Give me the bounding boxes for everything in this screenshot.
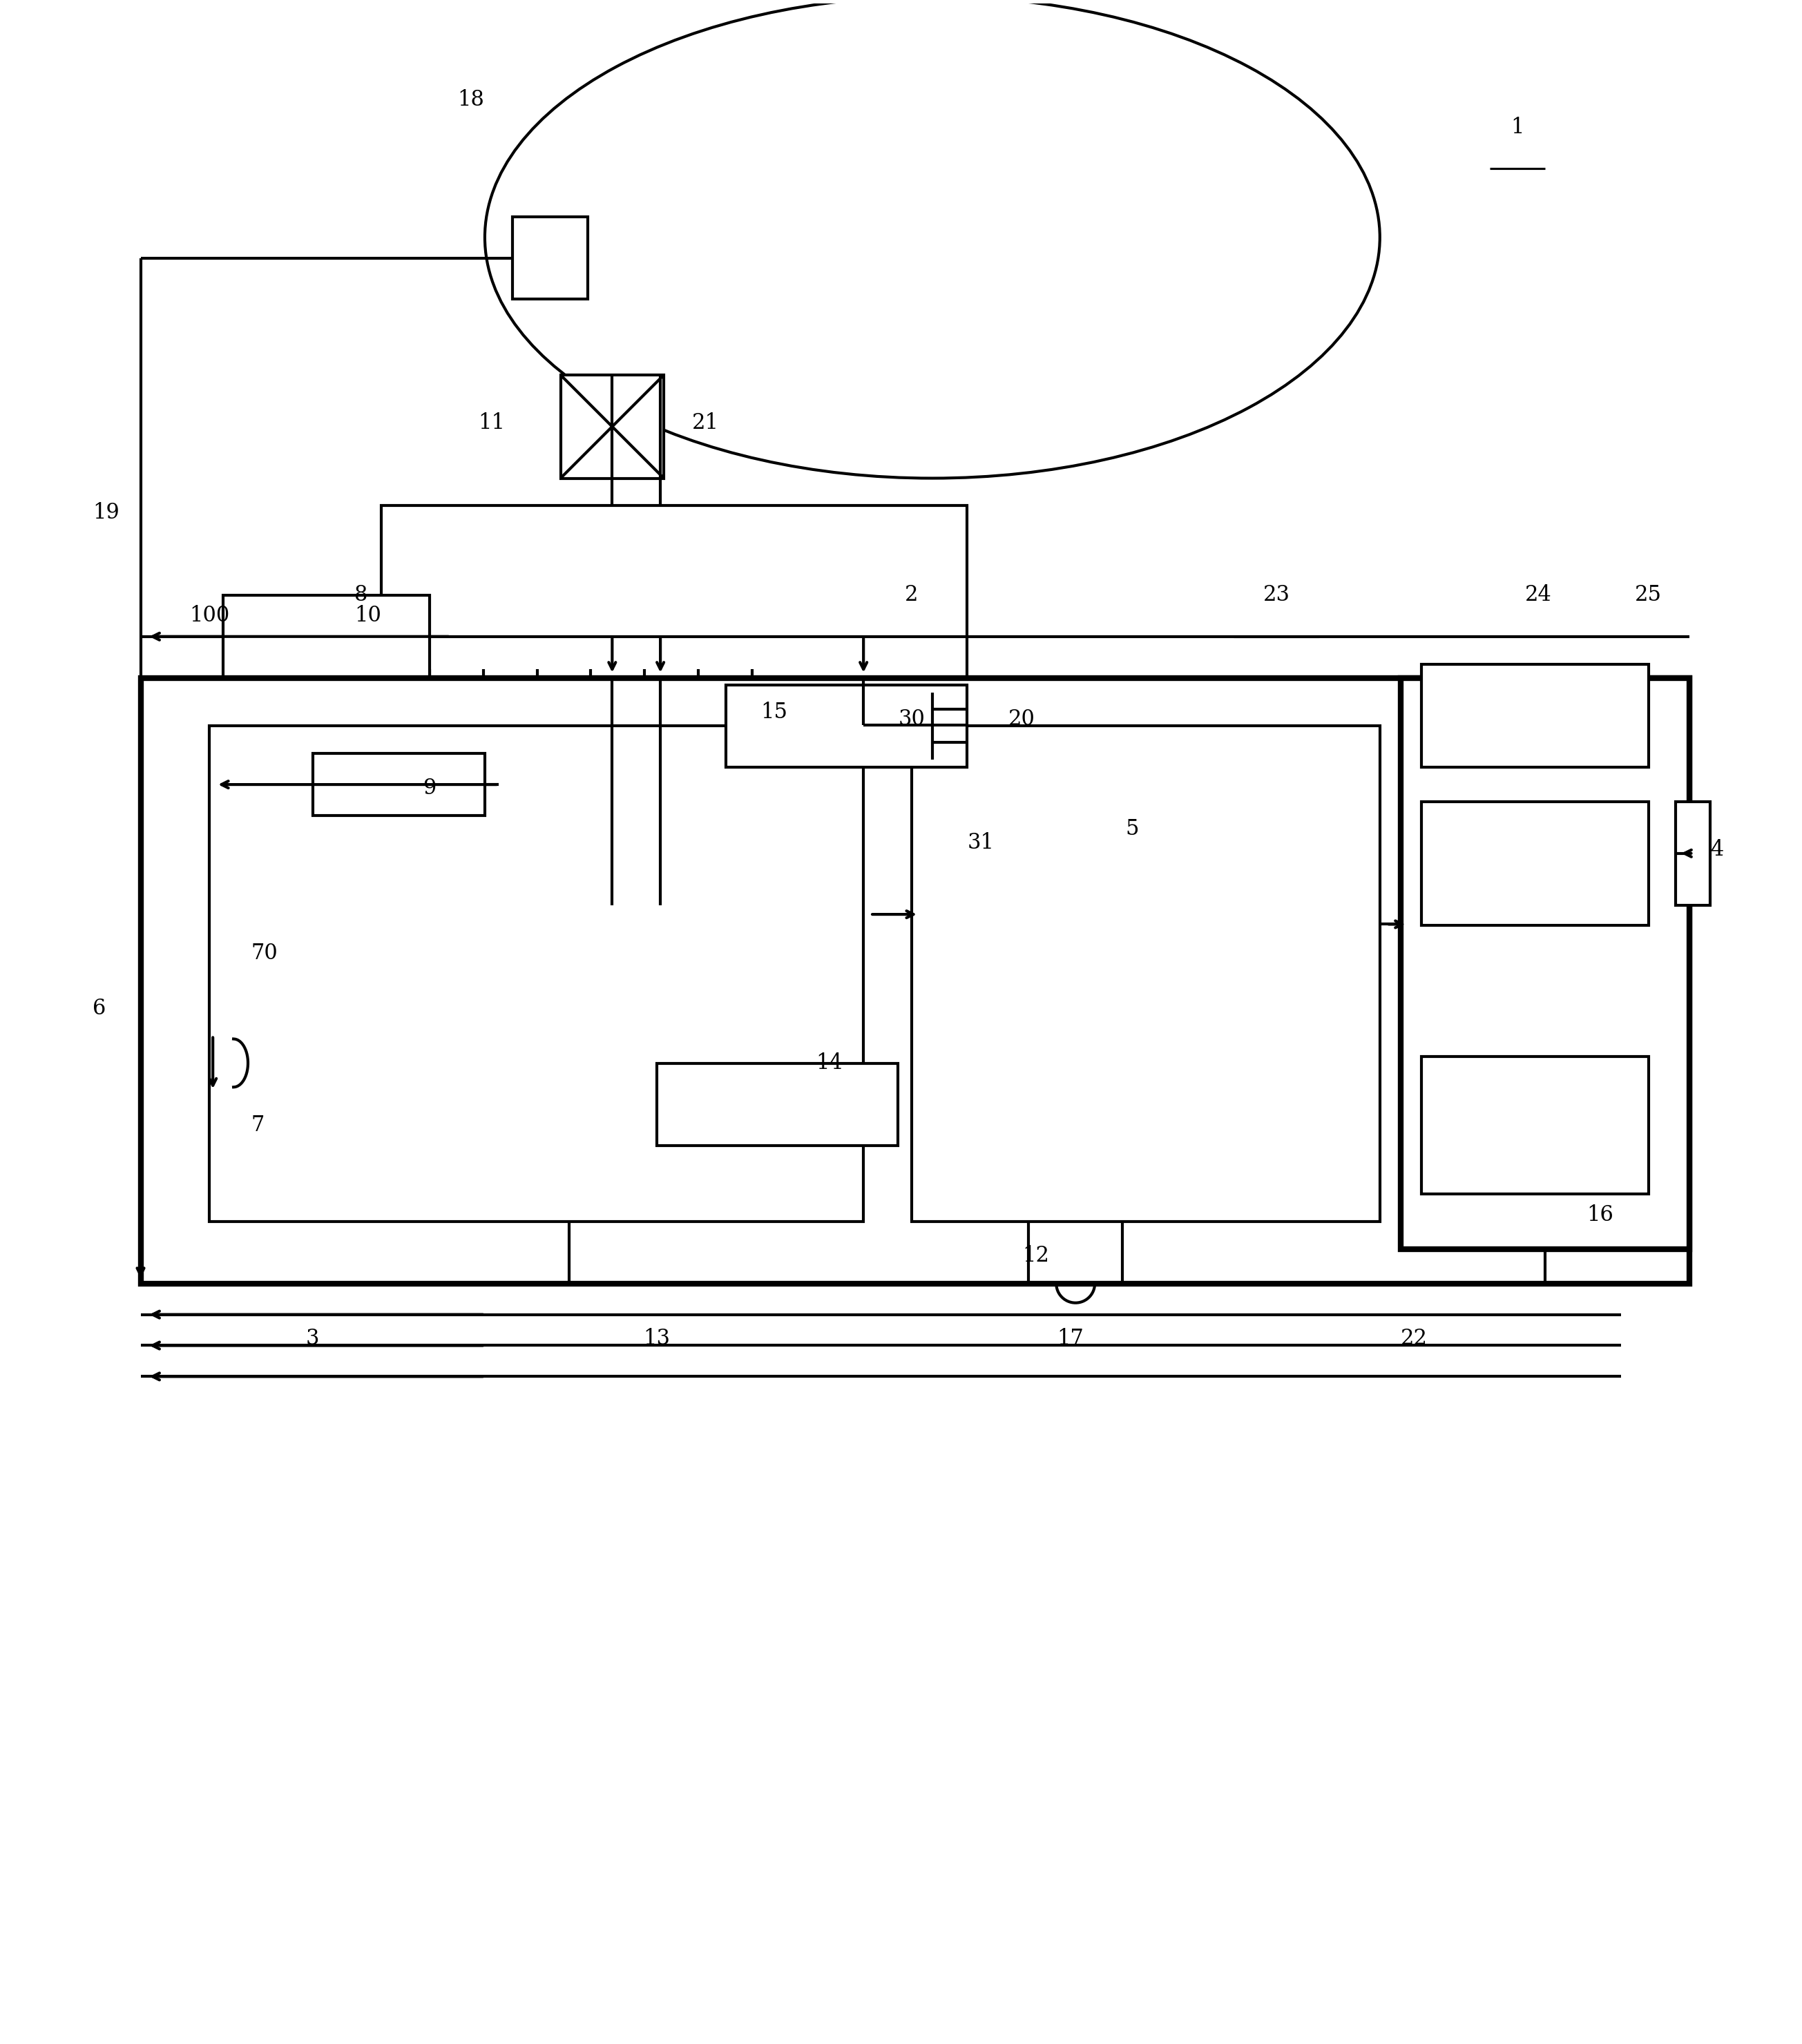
Bar: [726, 685, 966, 767]
Text: 2: 2: [905, 585, 919, 605]
Text: 5: 5: [1124, 818, 1139, 840]
Text: 1: 1: [1510, 117, 1524, 137]
Text: 8: 8: [355, 585, 368, 605]
Text: 24: 24: [1524, 585, 1552, 605]
Text: 17: 17: [1056, 1329, 1083, 1349]
Text: 3: 3: [306, 1329, 319, 1349]
Text: 10: 10: [355, 605, 382, 628]
Text: 12: 12: [1022, 1245, 1049, 1267]
Text: 23: 23: [1263, 585, 1290, 605]
Bar: [512, 217, 587, 298]
Text: 20: 20: [1009, 709, 1036, 730]
Bar: [1422, 1057, 1649, 1194]
Text: 6: 6: [92, 997, 106, 1020]
Text: 4: 4: [1710, 840, 1725, 861]
Text: 25: 25: [1634, 585, 1661, 605]
Text: 9: 9: [423, 777, 436, 799]
Text: 7: 7: [250, 1114, 265, 1136]
Text: 14: 14: [816, 1053, 843, 1073]
Bar: [1400, 679, 1690, 1249]
Text: 16: 16: [1588, 1204, 1613, 1226]
Text: 22: 22: [1400, 1329, 1427, 1349]
Bar: [209, 726, 863, 1222]
Text: 30: 30: [897, 709, 924, 730]
Bar: [560, 374, 663, 478]
Text: 70: 70: [250, 942, 278, 965]
Bar: [314, 754, 485, 816]
Text: 18: 18: [458, 90, 485, 110]
Ellipse shape: [485, 0, 1380, 478]
Bar: [1422, 801, 1649, 926]
Bar: [382, 505, 966, 905]
Text: 31: 31: [968, 832, 995, 854]
Bar: [141, 679, 1690, 1284]
Text: 15: 15: [760, 701, 787, 724]
Text: 21: 21: [692, 413, 719, 433]
Text: 19: 19: [92, 503, 119, 523]
Bar: [1422, 664, 1649, 767]
Bar: [1676, 801, 1710, 905]
Text: 100: 100: [189, 605, 229, 628]
Bar: [223, 595, 429, 679]
Text: 11: 11: [478, 413, 505, 433]
Bar: [912, 726, 1380, 1222]
Text: 13: 13: [643, 1329, 670, 1349]
Bar: [658, 1063, 897, 1147]
